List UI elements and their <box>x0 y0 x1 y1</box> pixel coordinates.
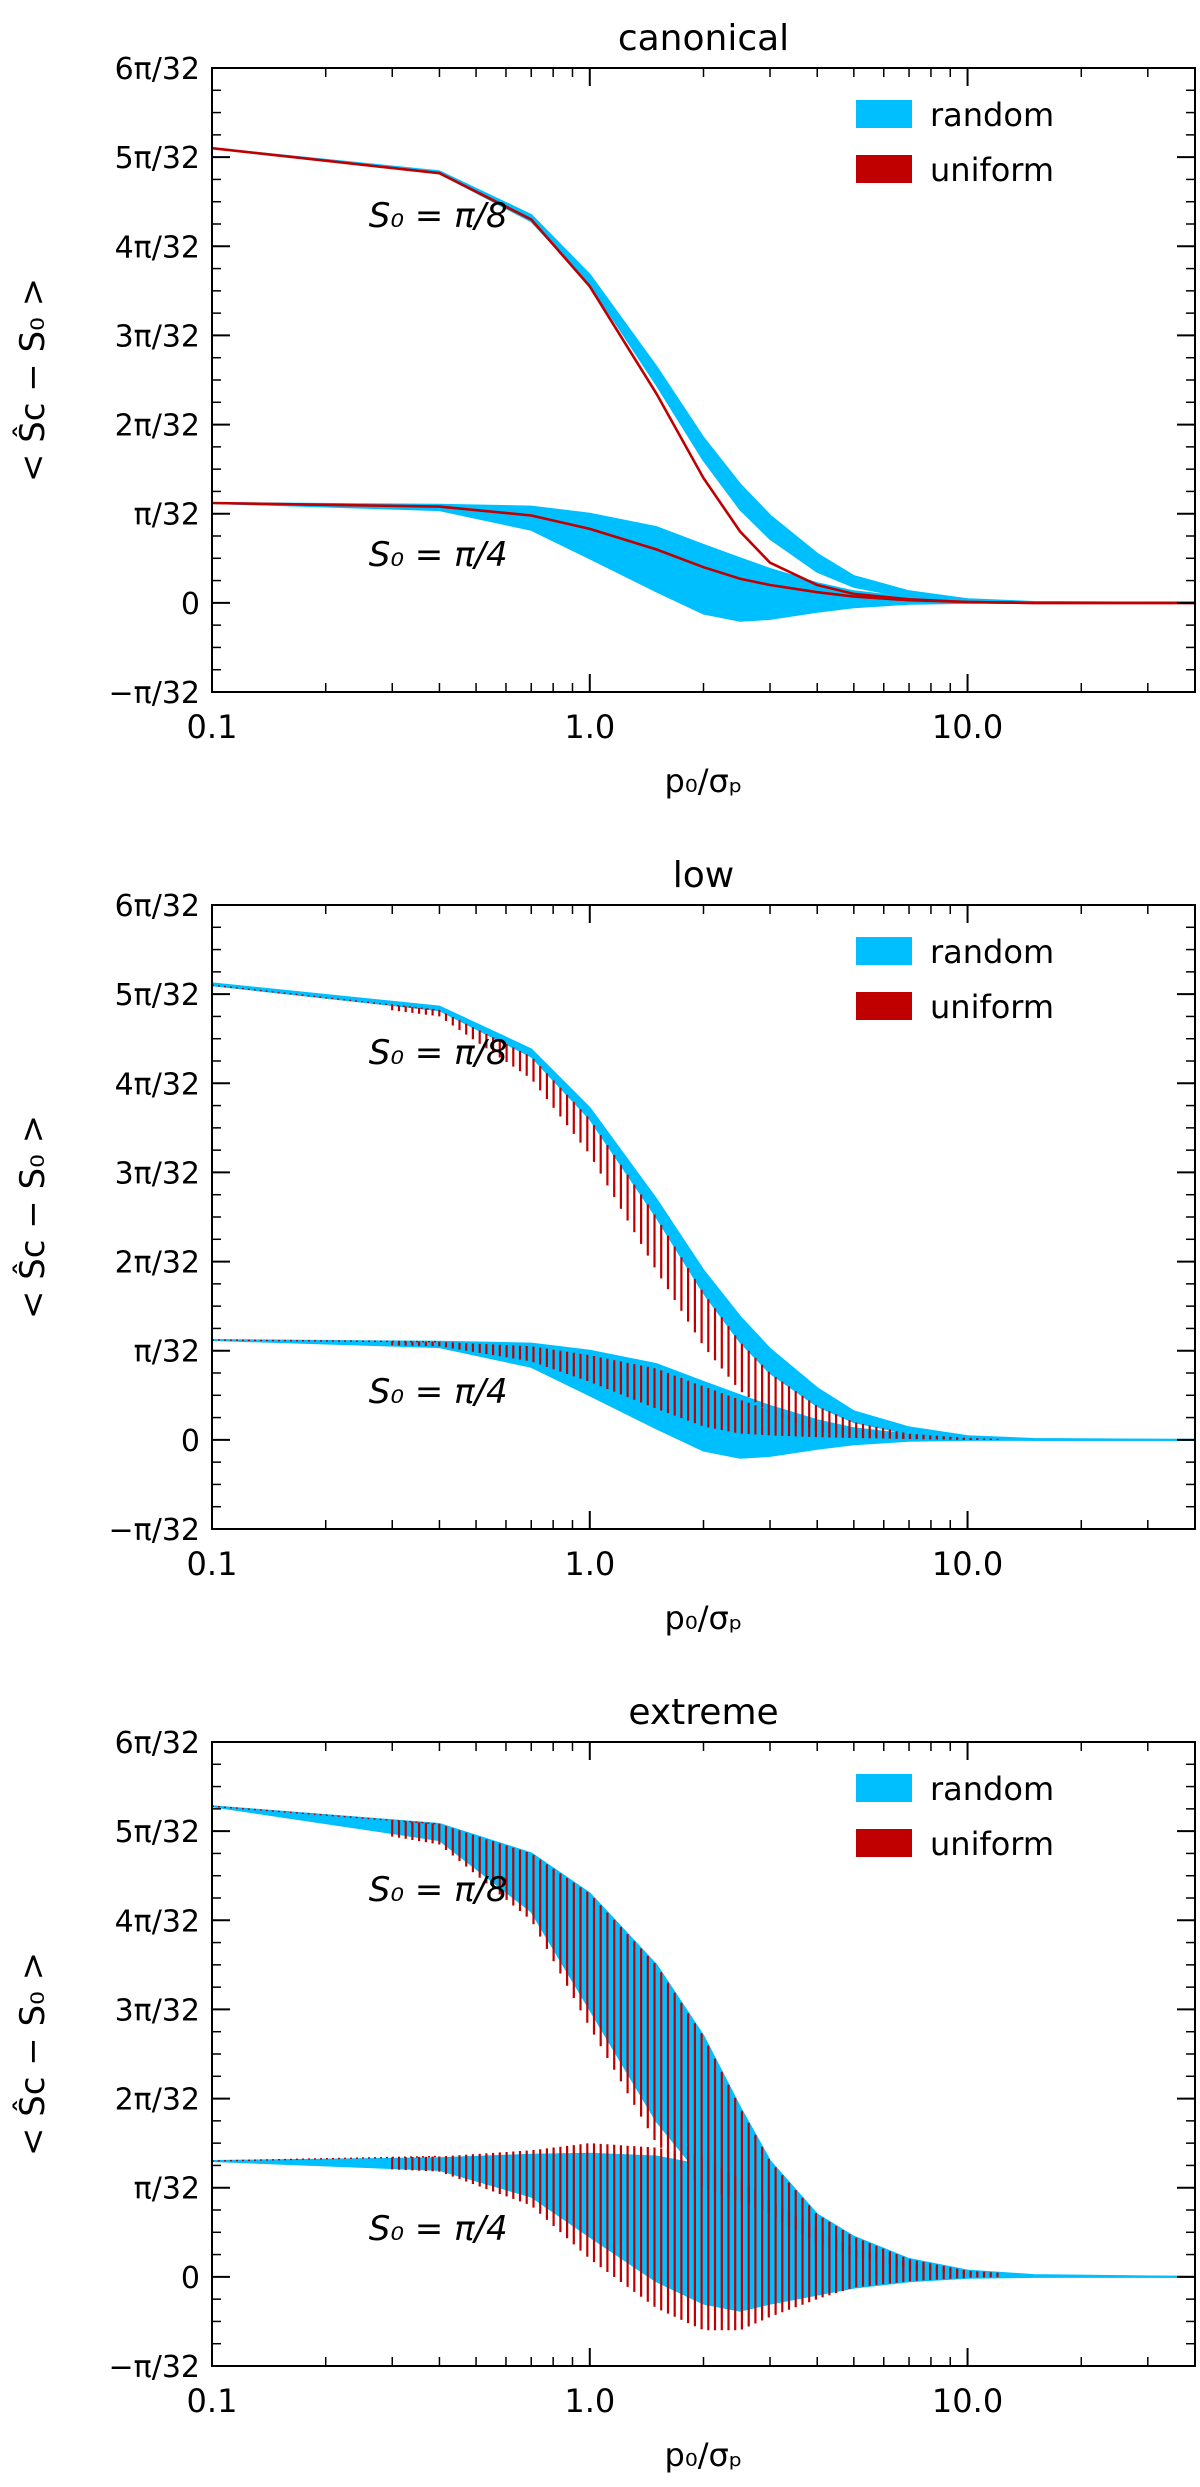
chart-panel-extreme: extreme −π/32 0 π/32 2π/32 3π/32 4π/32 5π/32 6π/… <box>12 1692 1196 2474</box>
y-tick-label: 4π/32 <box>115 1067 200 1102</box>
y-tick-label: 2π/32 <box>115 1246 200 1281</box>
random-band-series-2 <box>212 502 1195 622</box>
x-tick-label: 0.1 <box>187 2382 238 2420</box>
x-axis-label: p₀/σₚ <box>665 1599 743 1637</box>
series-annotation: S₀ = π/4 <box>369 535 508 575</box>
y-tick-label: 4π/32 <box>115 1904 200 1939</box>
y-tick-label: 3π/32 <box>115 1993 200 2028</box>
x-axis-label: p₀/σₚ <box>665 2436 743 2474</box>
x-tick-label: 10.0 <box>932 708 1003 746</box>
y-axis-label: < Ŝc − S₀ > <box>12 1952 53 2156</box>
legend-swatch-uniform <box>856 155 912 183</box>
legend-label-random: random <box>930 1770 1054 1808</box>
x-tick-label: 0.1 <box>187 1545 238 1583</box>
x-tick-label: 1.0 <box>564 1545 615 1583</box>
y-tick-label: 5π/32 <box>115 978 200 1013</box>
legend-swatch-random <box>856 100 912 128</box>
y-tick-label: −π/32 <box>109 2350 200 2385</box>
y-tick-label: π/32 <box>134 498 200 533</box>
uniform-line-series-1 <box>212 146 1195 605</box>
chart-panel-low: low −π/32 0 π/32 2π/32 3π/32 4π/32 5π/32 6π/32 0.… <box>12 855 1196 1637</box>
uniform-line-series-2 <box>212 501 1195 605</box>
legend-label-uniform: uniform <box>930 1825 1054 1863</box>
y-tick-label: −π/32 <box>109 1513 200 1548</box>
series-annotation: S₀ = π/4 <box>369 1372 508 1412</box>
uniform-tail-series-1 <box>212 1805 440 1825</box>
y-tick-label: 3π/32 <box>115 319 200 354</box>
y-tick-label: 5π/32 <box>115 141 200 176</box>
y-tick-label: π/32 <box>134 1335 200 1370</box>
x-tick-label: 0.1 <box>187 708 238 746</box>
y-tick-label: π/32 <box>134 2172 200 2207</box>
chart-title: low <box>673 855 734 896</box>
chart-title: extreme <box>628 1692 778 1733</box>
y-tick-label: 4π/32 <box>115 230 200 265</box>
series-annotation: S₀ = π/8 <box>369 1033 508 1073</box>
legend-swatch-uniform <box>856 992 912 1020</box>
y-tick-label: 3π/32 <box>115 1156 200 1191</box>
y-tick-label: 5π/32 <box>115 1815 200 1850</box>
plot-area <box>212 982 1195 1459</box>
random-band-series-2 <box>212 1339 1195 1459</box>
chart-title: canonical <box>618 18 789 59</box>
y-axis-label: < Ŝc − S₀ > <box>12 278 53 482</box>
x-tick-label: 10.0 <box>932 1545 1003 1583</box>
legend-label-random: random <box>930 96 1054 134</box>
plot-area <box>212 1805 1195 2331</box>
chart-panel-canonical: canonical −π/32 0 π/32 2π/32 3π/32 4π/32 5π/32 6… <box>12 18 1196 800</box>
y-tick-label: 6π/32 <box>115 1726 200 1761</box>
random-band-series-1 <box>212 1805 1195 2278</box>
series-annotation: S₀ = π/8 <box>369 1870 508 1910</box>
x-tick-label: 1.0 <box>564 2382 615 2420</box>
legend-swatch-random <box>856 1774 912 1802</box>
uniform-tail-series-1 <box>212 984 440 1011</box>
y-tick-label: 6π/32 <box>115 889 200 924</box>
uniform-tail-series-2 <box>212 2155 440 2162</box>
random-band-series-1 <box>212 147 1195 604</box>
plot-area <box>212 146 1195 622</box>
y-tick-label: −π/32 <box>109 676 200 711</box>
legend-label-uniform: uniform <box>930 151 1054 189</box>
y-tick-label: 0 <box>181 2261 200 2296</box>
series-annotation: S₀ = π/4 <box>369 2209 508 2249</box>
y-axis-label: < Ŝc − S₀ > <box>12 1115 53 1319</box>
legend-swatch-random <box>856 937 912 965</box>
uniform-tail-series-2 <box>212 1339 440 1343</box>
x-tick-label: 10.0 <box>932 2382 1003 2420</box>
legend-swatch-uniform <box>856 1829 912 1857</box>
y-tick-label: 2π/32 <box>115 2083 200 2118</box>
random-band-series-2 <box>212 2152 1195 2312</box>
x-axis-label: p₀/σₚ <box>665 762 743 800</box>
series-annotation: S₀ = π/8 <box>369 196 508 236</box>
y-tick-label: 0 <box>181 587 200 622</box>
random-band-series-1 <box>212 982 1195 1441</box>
y-tick-label: 2π/32 <box>115 409 200 444</box>
y-tick-label: 0 <box>181 1424 200 1459</box>
legend-label-uniform: uniform <box>930 988 1054 1026</box>
x-tick-label: 1.0 <box>564 708 615 746</box>
y-tick-label: 6π/32 <box>115 52 200 87</box>
legend-label-random: random <box>930 933 1054 971</box>
